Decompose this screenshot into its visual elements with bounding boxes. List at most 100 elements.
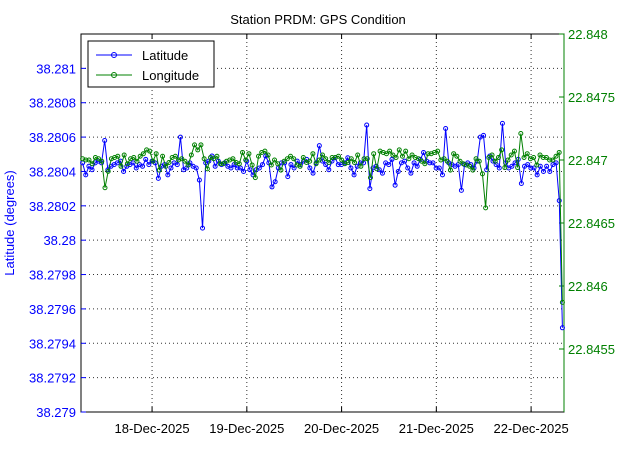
data-point-longitude: [137, 153, 143, 159]
data-point-longitude: [387, 148, 393, 154]
data-point-longitude: [511, 148, 517, 154]
data-point-longitude: [188, 152, 194, 158]
data-point-longitude: [444, 158, 450, 164]
data-point-longitude: [249, 162, 255, 168]
data-point-latitude: [433, 165, 439, 171]
data-point-longitude: [390, 152, 396, 158]
data-point-longitude: [419, 158, 425, 164]
data-point-longitude: [524, 151, 530, 157]
data-point-latitude: [307, 165, 313, 171]
data-point-longitude: [556, 149, 562, 155]
data-point-latitude: [405, 165, 411, 171]
data-point-latitude: [379, 170, 385, 176]
data-point-latitude: [193, 165, 199, 171]
data-point-longitude: [115, 153, 121, 159]
data-point-longitude: [297, 163, 303, 169]
data-point-longitude: [406, 156, 412, 162]
data-point-longitude: [278, 167, 284, 173]
data-point-longitude: [313, 161, 319, 167]
data-point-latitude: [335, 162, 341, 168]
data-point-longitude: [131, 154, 137, 160]
data-point-longitude: [550, 157, 556, 163]
data-point-longitude: [435, 148, 441, 154]
data-point-longitude: [351, 160, 357, 166]
data-point-latitude: [228, 165, 234, 171]
legend-label-latitude: Latitude: [142, 48, 188, 63]
data-point-latitude: [89, 167, 95, 173]
data-point-longitude: [470, 167, 476, 173]
data-point-longitude: [371, 151, 377, 157]
data-point-longitude: [345, 160, 351, 166]
data-point-longitude: [140, 151, 146, 157]
data-point-longitude: [323, 156, 329, 162]
x-tick-label: 21-Dec-2025: [399, 421, 474, 436]
data-point-latitude: [348, 165, 354, 171]
data-point-longitude: [166, 160, 172, 166]
data-point-longitude: [559, 299, 565, 305]
data-point-latitude: [102, 138, 108, 144]
data-point-longitude: [124, 161, 130, 167]
series-lines: [80, 120, 565, 331]
legend: Latitude Longitude: [87, 40, 215, 88]
data-point-longitude: [467, 163, 473, 169]
data-point-latitude: [430, 160, 436, 166]
data-point-longitude: [409, 152, 415, 158]
data-point-longitude: [265, 152, 271, 158]
data-point-longitude: [182, 158, 188, 164]
data-point-longitude: [403, 148, 409, 154]
data-point-longitude: [339, 157, 345, 163]
data-point-longitude: [396, 147, 402, 153]
data-point-latitude: [421, 150, 427, 156]
data-point-longitude: [502, 165, 508, 171]
data-point-longitude: [383, 151, 389, 157]
data-point-longitude: [505, 157, 511, 163]
right-y-tick-label: 22.848: [568, 27, 608, 42]
data-point-longitude: [540, 154, 546, 160]
data-point-longitude: [553, 153, 559, 159]
data-point-latitude: [531, 165, 537, 171]
data-point-longitude: [262, 148, 268, 154]
data-point-longitude: [479, 171, 485, 177]
x-tick-label: 22-Dec-2025: [494, 421, 569, 436]
data-point-longitude: [547, 157, 553, 163]
data-point-latitude: [168, 165, 174, 171]
data-point-latitude: [395, 168, 401, 174]
data-point-latitude: [155, 175, 161, 181]
left-y-tick-label: 38.2806: [29, 130, 76, 145]
data-point-longitude: [252, 175, 258, 181]
data-point-longitude: [268, 162, 274, 168]
data-point-longitude: [147, 148, 153, 154]
data-point-longitude: [83, 157, 89, 163]
left-y-tick-label: 38.2802: [29, 199, 76, 214]
data-point-latitude: [256, 165, 262, 171]
left-y-tick-label: 38.281: [36, 61, 76, 76]
data-point-latitude: [439, 172, 445, 178]
data-point-longitude: [454, 153, 460, 159]
data-point-latitude: [402, 158, 408, 164]
data-point-latitude: [174, 162, 180, 168]
data-point-longitude: [515, 165, 521, 171]
data-point-longitude: [185, 162, 191, 168]
right-y-tick-label: 22.8455: [568, 342, 615, 357]
data-point-latitude: [556, 198, 562, 204]
legend-marker-longitude: [111, 72, 117, 78]
data-point-longitude: [179, 156, 185, 162]
data-point-latitude: [547, 168, 553, 174]
data-point-longitude: [291, 156, 297, 162]
data-point-latitude: [247, 167, 253, 173]
data-point-longitude: [118, 163, 124, 169]
data-point-latitude: [140, 163, 146, 169]
data-point-longitude: [310, 151, 316, 157]
data-point-latitude: [83, 172, 89, 178]
data-point-latitude: [376, 167, 382, 173]
data-point-longitude: [89, 161, 95, 167]
data-point-latitude: [285, 174, 291, 180]
data-point-longitude: [275, 161, 281, 167]
right-y-axis: 22.8455 22.846 22.8465 22.847 22.8475 22.848: [559, 27, 615, 357]
left-y-tick-label: 38.2792: [29, 371, 76, 386]
data-point-latitude: [559, 325, 565, 331]
data-point-longitude: [473, 156, 479, 162]
right-y-tick-label: 22.8465: [568, 216, 615, 231]
data-point-latitude: [481, 132, 486, 138]
data-point-latitude: [316, 143, 322, 149]
